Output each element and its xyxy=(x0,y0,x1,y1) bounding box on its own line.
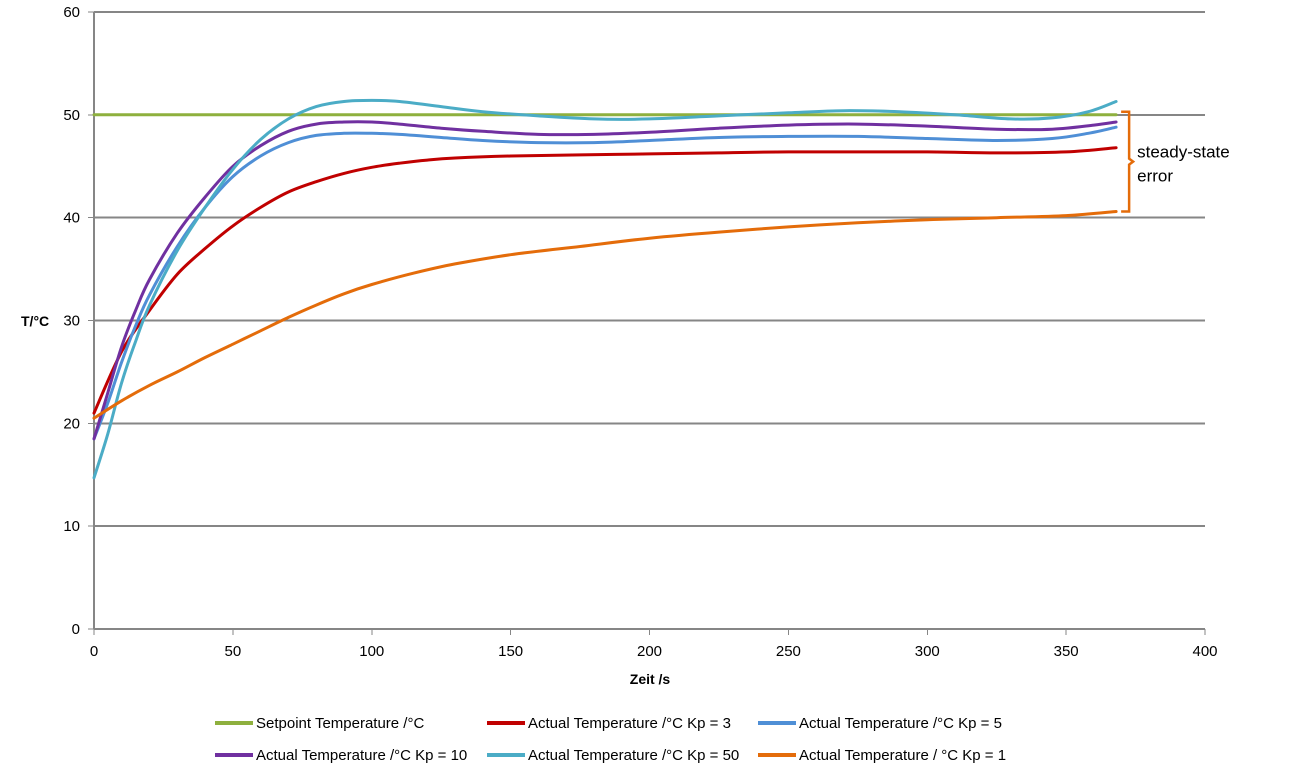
legend-label-3: Actual Temperature /°C Kp = 10 xyxy=(256,747,467,764)
x-tick-label: 200 xyxy=(637,643,662,660)
series-line-3 xyxy=(92,120,1118,441)
annotation-line: steady-state xyxy=(1137,143,1230,162)
x-axis-label: Zeit /s xyxy=(630,671,671,687)
annotation-layer: steady-state error xyxy=(1121,110,1230,213)
series-layer xyxy=(92,98,1118,480)
x-tick-label: 300 xyxy=(915,643,940,660)
y-tick-label: 20 xyxy=(63,415,80,432)
axis-layer: 0 10 20 30 40 50 60 0 50 100 150 200 250 300 350 400 xyxy=(63,4,1217,660)
y-tick-label: 60 xyxy=(63,4,80,21)
x-tick-label: 100 xyxy=(359,643,384,660)
legend: Setpoint Temperature /°C Actual Temperatu… xyxy=(215,715,1006,764)
series-line-2 xyxy=(92,125,1118,441)
x-tick-label: 400 xyxy=(1192,643,1217,660)
y-tick-label: 30 xyxy=(63,313,80,330)
x-tick-label: 0 xyxy=(90,643,98,660)
grid-layer xyxy=(94,11,1205,528)
y-tick-label: 40 xyxy=(63,210,80,227)
legend-label-4: Actual Temperature /°C Kp = 50 xyxy=(528,747,739,764)
y-tick-label: 0 xyxy=(72,621,80,638)
annotation-text: steady-state error xyxy=(1137,143,1230,186)
legend-label-1: Actual Temperature /°C Kp = 3 xyxy=(528,715,731,732)
y-tick-label: 10 xyxy=(63,518,80,535)
x-tick-label: 350 xyxy=(1054,643,1079,660)
annotation-line: error xyxy=(1137,167,1173,186)
x-tick-label: 250 xyxy=(776,643,801,660)
legend-label-0: Setpoint Temperature /°C xyxy=(256,715,424,732)
series-line-1 xyxy=(92,146,1118,415)
y-axis-label: T/°C xyxy=(21,313,49,329)
steady-state-error-bracket xyxy=(1121,110,1136,213)
y-tick-label: 50 xyxy=(63,107,80,124)
series-line-4 xyxy=(92,98,1118,480)
legend-label-2: Actual Temperature /°C Kp = 5 xyxy=(799,715,1002,732)
x-tick-label: 150 xyxy=(498,643,523,660)
series-line-5 xyxy=(92,210,1118,420)
x-tick-label: 50 xyxy=(225,643,242,660)
legend-label-5: Actual Temperature / °C Kp = 1 xyxy=(799,747,1006,764)
